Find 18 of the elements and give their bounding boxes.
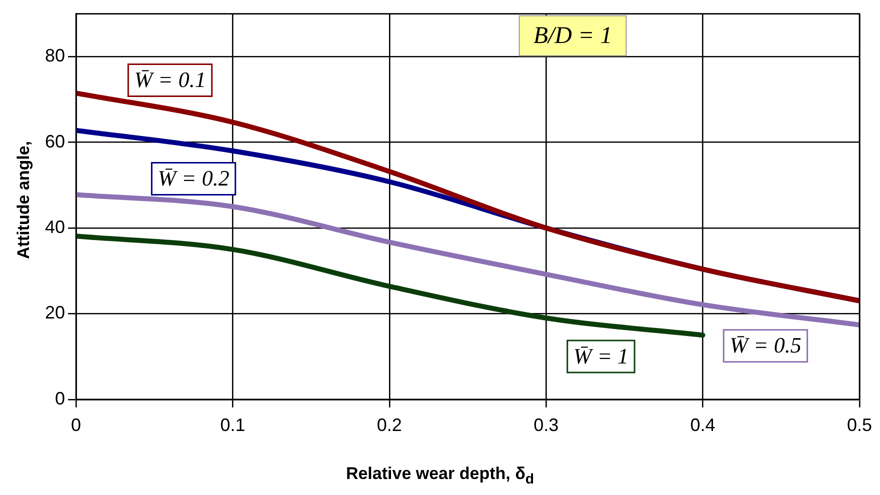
x-tick-label: 0.2 <box>376 415 402 436</box>
series-label: W̄ = 0.2 <box>158 166 230 191</box>
y-tick-label: 40 <box>44 216 66 237</box>
series-label: W̄ = 0.5 <box>730 332 802 358</box>
x-tick-label: 0.1 <box>220 415 246 436</box>
series-label: W̄ = 1 <box>573 343 629 368</box>
y-axis-title: Attitude angle, <box>14 140 34 260</box>
y-tick-label: 20 <box>44 302 66 323</box>
y-tick-label: 0 <box>55 388 66 408</box>
x-tick-label: 0.4 <box>690 415 716 436</box>
annotation: B/D = 1 <box>533 23 612 50</box>
series-label: W̄ = 0.1 <box>134 66 206 92</box>
x-tick-label: 0.3 <box>534 415 559 436</box>
y-tick-label: 80 <box>44 46 66 66</box>
x-tick-label: 0.5 <box>846 415 872 436</box>
x-axis-title: Relative wear depth, δ$_{d}$ <box>344 464 536 487</box>
x-tick-label: 0 <box>71 415 82 436</box>
y-tick-label: 60 <box>44 131 66 152</box>
